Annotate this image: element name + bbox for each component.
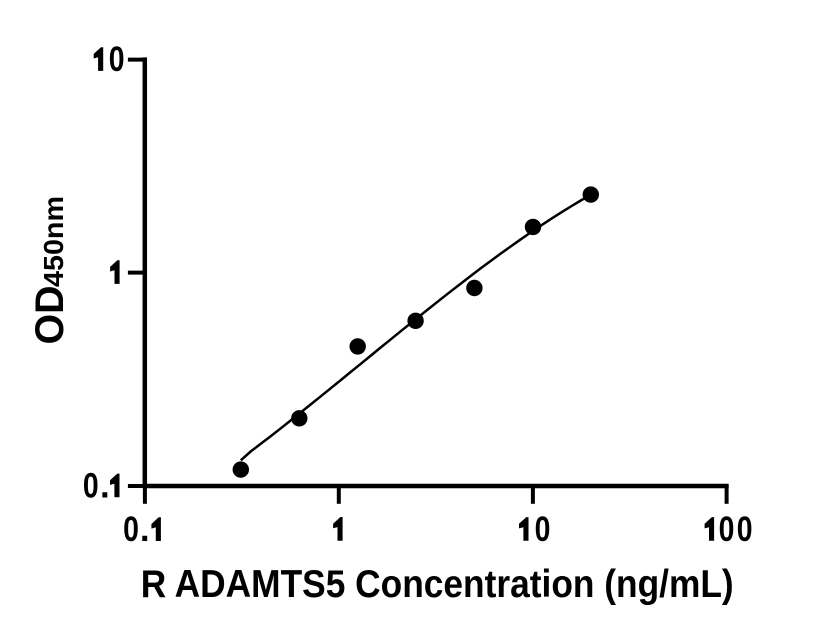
svg-text:0: 0 xyxy=(109,40,125,79)
svg-text:0: 0 xyxy=(123,510,139,549)
svg-text:R ADAMTS5 Concentration (ng/mL: R ADAMTS5 Concentration (ng/mL) xyxy=(141,563,734,606)
svg-text:450nm: 450nm xyxy=(38,196,69,287)
svg-text:0: 0 xyxy=(535,510,551,549)
svg-text:0: 0 xyxy=(83,466,99,505)
svg-text:.: . xyxy=(100,466,110,505)
svg-text:0: 0 xyxy=(737,510,753,549)
svg-text:OD: OD xyxy=(28,286,72,345)
svg-text:.: . xyxy=(140,510,150,549)
svg-text:0: 0 xyxy=(719,510,735,549)
